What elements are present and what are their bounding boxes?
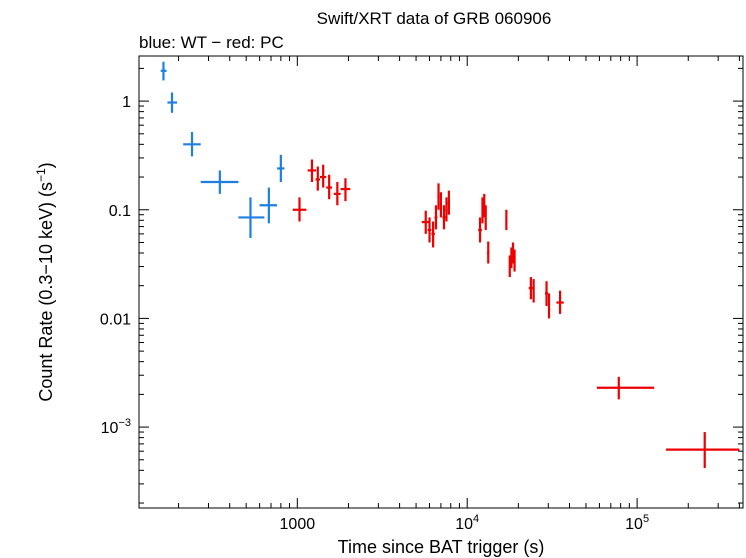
- data-point-pc: [437, 183, 440, 210]
- y-tick-label: 0.1: [109, 203, 131, 220]
- data-point-wt: [167, 92, 178, 113]
- data-point-pc: [292, 197, 307, 222]
- data-marks: [160, 61, 740, 469]
- data-point-pc: [545, 281, 549, 307]
- data-point-pc: [320, 164, 327, 188]
- data-point-pc: [447, 190, 451, 215]
- data-point-pc: [505, 209, 508, 231]
- data-point-pc: [445, 197, 448, 222]
- data-point-pc: [484, 205, 487, 231]
- y-axis-label-sup: −1: [34, 168, 48, 182]
- data-point-pc: [481, 197, 484, 224]
- y-axis-label-main: Count Rate (0.3−10 keV) (s: [36, 182, 56, 402]
- y-tick-label: 1: [122, 94, 131, 111]
- data-point-pc: [528, 277, 534, 300]
- data-point-pc: [434, 205, 438, 230]
- x-tick-label: 105: [625, 513, 649, 533]
- data-point-wt: [238, 197, 265, 238]
- x-axis-label: Time since BAT trigger (s): [338, 537, 545, 557]
- data-point-wt: [183, 131, 201, 157]
- data-point-pc: [478, 217, 482, 243]
- axis-ticks: [139, 56, 743, 508]
- data-point-pc: [315, 166, 321, 191]
- data-point-pc: [439, 192, 442, 218]
- axis-tick-labels: 1000 104 105 1 0.1 0.01 10−3: [100, 94, 649, 533]
- data-point-pc: [431, 221, 435, 248]
- data-point-pc: [596, 376, 655, 400]
- data-point-pc: [556, 290, 564, 314]
- plot-frame: [138, 55, 744, 509]
- data-point-pc: [547, 293, 551, 319]
- chart-title: Swift/XRT data of GRB 060906: [317, 9, 552, 28]
- y-axis-label: Count Rate (0.3−10 keV) (s−1): [34, 162, 56, 401]
- data-point-wt: [259, 187, 278, 224]
- y-tick-label: 10−3: [101, 417, 131, 437]
- data-point-pc: [442, 205, 446, 230]
- data-point-wt: [160, 61, 167, 81]
- data-point-pc: [666, 432, 740, 469]
- y-tick-label: 0.01: [100, 311, 131, 328]
- chart-subtitle: blue: WT − red: PC: [139, 33, 284, 52]
- data-point-pc: [532, 279, 535, 303]
- data-point-pc: [333, 182, 341, 206]
- x-tick-label: 104: [455, 513, 479, 533]
- data-point-pc: [487, 241, 490, 264]
- data-point-pc: [326, 174, 332, 200]
- data-point-wt: [277, 154, 285, 183]
- data-point-pc: [513, 249, 516, 272]
- data-point-wt: [200, 170, 239, 194]
- data-point-pc: [421, 210, 430, 234]
- data-point-pc: [307, 159, 317, 183]
- x-tick-label: 1000: [280, 516, 316, 533]
- y-axis-label-end: ): [36, 162, 56, 168]
- data-point-pc: [340, 178, 351, 202]
- data-point-pc: [427, 217, 432, 243]
